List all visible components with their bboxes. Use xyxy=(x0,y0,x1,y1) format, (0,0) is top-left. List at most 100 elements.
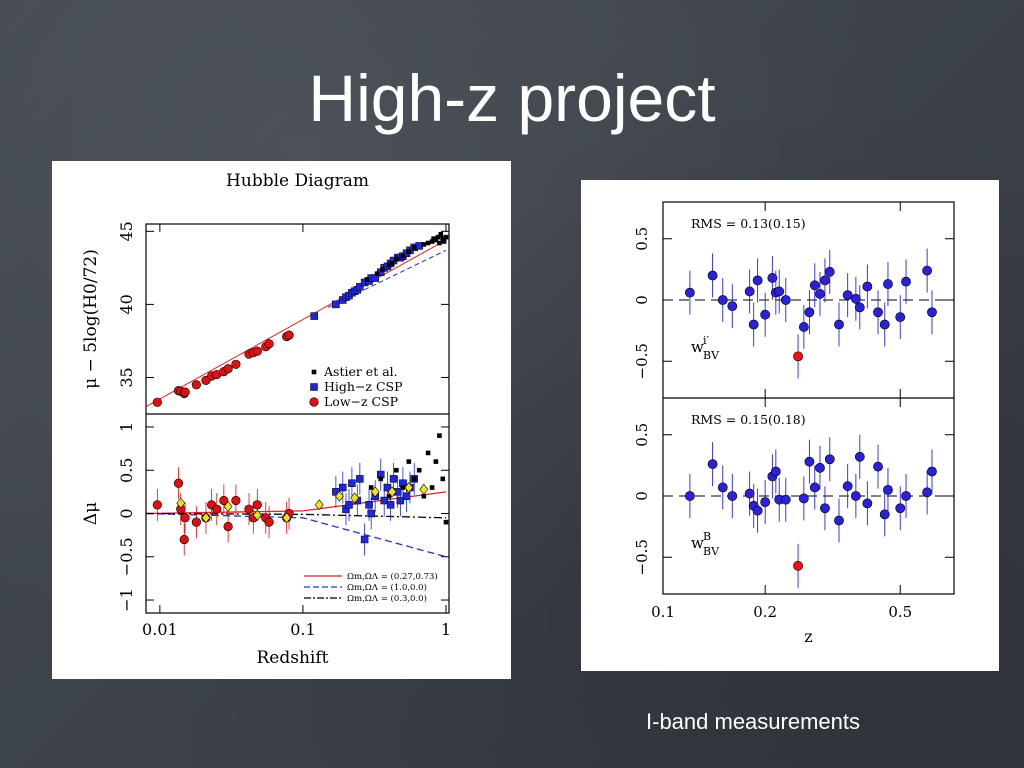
data-point xyxy=(404,482,414,494)
caption: I-band measurements xyxy=(646,709,860,734)
data-point xyxy=(429,239,435,244)
data-point xyxy=(180,387,190,397)
data-point xyxy=(223,364,233,374)
x-axis-label: z xyxy=(804,627,812,646)
x-tick-label: 0.1 xyxy=(651,603,675,621)
wb-panel: 0.5 0 −0.5 RMS = 0.15(0.18) w B BV xyxy=(633,398,954,594)
data-point xyxy=(842,481,853,492)
data-point xyxy=(433,459,439,464)
data-point xyxy=(809,280,820,291)
data-point xyxy=(191,517,201,527)
data-point xyxy=(360,535,369,544)
data-point xyxy=(314,499,324,511)
data-point xyxy=(311,369,317,375)
data-point xyxy=(389,261,395,266)
hubble-points xyxy=(152,231,449,407)
data-point xyxy=(879,509,890,520)
rms-annotation: RMS = 0.13(0.15) xyxy=(691,216,806,231)
legend-label: Low−z CSP xyxy=(324,394,398,409)
data-point xyxy=(406,249,412,255)
data-point xyxy=(223,521,233,532)
data-point xyxy=(380,496,388,505)
data-point xyxy=(895,503,906,514)
chart-title: Hubble Diagram xyxy=(226,171,369,191)
residual-points xyxy=(152,433,449,556)
data-point xyxy=(798,493,809,504)
data-point xyxy=(212,504,222,514)
data-point xyxy=(264,517,274,527)
data-point xyxy=(922,487,933,498)
data-point xyxy=(443,519,449,525)
y-tick-label: −0.5 xyxy=(633,539,651,575)
data-point xyxy=(219,495,229,506)
data-point xyxy=(927,307,937,318)
y-axis-label: μ − 5log(H0/72) xyxy=(81,249,101,389)
data-point xyxy=(707,459,718,470)
data-point xyxy=(804,456,815,467)
data-point xyxy=(440,236,446,241)
data-point xyxy=(152,397,162,407)
data-point xyxy=(231,359,241,369)
band-label-sup: B xyxy=(703,530,711,543)
data-point xyxy=(854,451,865,462)
data-point xyxy=(438,231,444,237)
data-point xyxy=(425,450,431,456)
data-point xyxy=(443,234,449,240)
data-point xyxy=(173,478,184,488)
data-point xyxy=(815,288,825,299)
data-point xyxy=(400,253,406,259)
data-point xyxy=(152,500,162,510)
data-point xyxy=(717,482,728,493)
data-point xyxy=(348,479,356,487)
data-point xyxy=(191,380,201,390)
data-point xyxy=(284,330,294,340)
data-point xyxy=(309,397,319,407)
data-point xyxy=(901,276,911,287)
data-point xyxy=(727,301,738,312)
data-point xyxy=(793,560,803,571)
legend-label: Ωm,ΩΛ = (0.27,0.73) xyxy=(347,571,438,582)
x-tick-label: 1 xyxy=(441,620,451,639)
band-label: w xyxy=(691,338,704,356)
data-point xyxy=(770,466,781,477)
data-point xyxy=(927,466,937,477)
band-label-sub: BV xyxy=(703,349,720,362)
legend-label: Astier et al. xyxy=(323,364,398,379)
data-point xyxy=(437,240,442,246)
model-curve xyxy=(145,512,447,558)
rms-annotation: RMS = 0.15(0.18) xyxy=(691,412,806,427)
data-point xyxy=(862,498,873,509)
data-point xyxy=(264,339,274,349)
data-point xyxy=(244,504,254,514)
data-point xyxy=(411,245,417,250)
data-point xyxy=(386,262,392,268)
data-point xyxy=(282,512,292,524)
data-point xyxy=(411,476,417,482)
data-point xyxy=(421,242,427,247)
data-point xyxy=(179,534,189,545)
data-point xyxy=(201,512,211,524)
x-tick-label: 0.1 xyxy=(290,620,315,639)
data-point xyxy=(862,281,873,292)
y-tick-label: 0 xyxy=(117,508,136,518)
data-point xyxy=(386,493,392,499)
data-point xyxy=(744,488,755,499)
data-point xyxy=(394,467,399,473)
y-tick-label: −0.5 xyxy=(633,343,651,379)
y-tick-label: −0.5 xyxy=(117,537,136,576)
data-point xyxy=(402,492,411,500)
data-point xyxy=(752,505,763,516)
model-curve xyxy=(145,512,446,519)
band-label: w xyxy=(691,534,704,552)
data-point xyxy=(367,509,375,518)
data-point xyxy=(383,483,392,492)
data-point xyxy=(435,234,441,240)
data-point xyxy=(873,461,883,472)
data-point xyxy=(854,302,865,313)
data-point xyxy=(396,496,405,505)
data-point xyxy=(717,295,728,305)
data-point xyxy=(834,319,844,330)
data-point xyxy=(180,513,190,523)
data-point xyxy=(824,454,835,465)
